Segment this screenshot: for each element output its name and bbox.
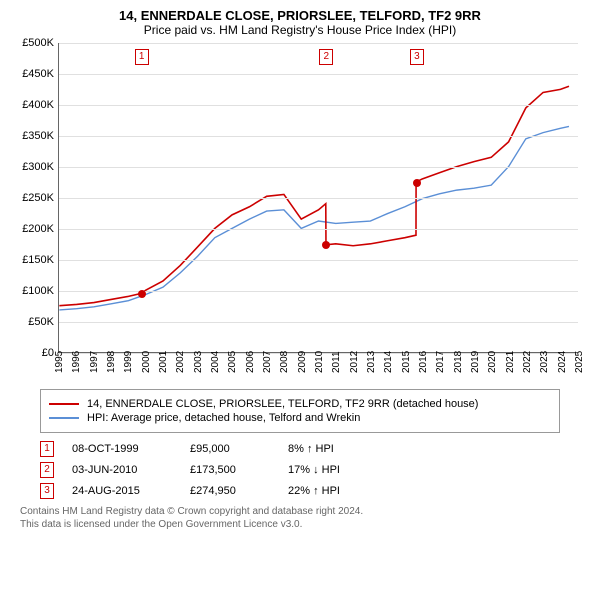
y-tick-label: £250K: [8, 192, 54, 204]
gridline: [59, 136, 578, 137]
event-row: 3 24-AUG-2015 £274,950 22% ↑ HPI: [40, 483, 560, 499]
legend-item: HPI: Average price, detached house, Telf…: [49, 412, 551, 424]
y-tick-label: £500K: [8, 37, 54, 49]
event-price: £95,000: [190, 443, 270, 455]
x-tick-label: 2025: [574, 351, 598, 373]
event-delta: 22% ↑ HPI: [288, 485, 388, 497]
event-date: 24-AUG-2015: [72, 485, 172, 497]
plot-region: 1 2 3: [58, 43, 578, 353]
gridline: [59, 291, 578, 292]
gridline: [59, 198, 578, 199]
events-table: 1 08-OCT-1999 £95,000 8% ↑ HPI 2 03-JUN-2010 £…: [40, 441, 560, 499]
y-tick-label: £0: [8, 347, 54, 359]
y-tick-label: £200K: [8, 223, 54, 235]
event-marker-box: 2: [319, 49, 333, 65]
title-address: 14, ENNERDALE CLOSE, PRIORSLEE, TELFORD,…: [8, 8, 592, 23]
y-tick-label: £350K: [8, 130, 54, 142]
legend-swatch: [49, 403, 79, 405]
gridline: [59, 43, 578, 44]
footer-attribution: Contains HM Land Registry data © Crown c…: [20, 505, 580, 531]
event-date: 08-OCT-1999: [72, 443, 172, 455]
y-tick-label: £50K: [8, 316, 54, 328]
event-row: 2 03-JUN-2010 £173,500 17% ↓ HPI: [40, 462, 560, 478]
gridline: [59, 229, 578, 230]
event-delta: 8% ↑ HPI: [288, 443, 388, 455]
event-date: 03-JUN-2010: [72, 464, 172, 476]
gridline: [59, 105, 578, 106]
event-price: £274,950: [190, 485, 270, 497]
event-marker-box: 3: [410, 49, 424, 65]
title-subtitle: Price paid vs. HM Land Registry's House …: [8, 23, 592, 37]
y-tick-label: £300K: [8, 161, 54, 173]
y-tick-label: £450K: [8, 68, 54, 80]
legend-label: HPI: Average price, detached house, Telf…: [87, 412, 360, 424]
gridline: [59, 322, 578, 323]
gridline: [59, 167, 578, 168]
legend-item: 14, ENNERDALE CLOSE, PRIORSLEE, TELFORD,…: [49, 398, 551, 410]
event-id-box: 3: [40, 483, 54, 499]
event-id-box: 1: [40, 441, 54, 457]
legend: 14, ENNERDALE CLOSE, PRIORSLEE, TELFORD,…: [40, 389, 560, 433]
chart-area: 123 199519961997199819992000200120022003…: [8, 43, 592, 383]
legend-swatch: [49, 417, 79, 419]
event-delta: 17% ↓ HPI: [288, 464, 388, 476]
event-id-box: 2: [40, 462, 54, 478]
footer-line2: This data is licensed under the Open Gov…: [20, 518, 580, 531]
event-marker-dot: [413, 179, 421, 187]
legend-label: 14, ENNERDALE CLOSE, PRIORSLEE, TELFORD,…: [87, 398, 478, 410]
event-marker-dot: [138, 290, 146, 298]
y-tick-label: £150K: [8, 254, 54, 266]
event-row: 1 08-OCT-1999 £95,000 8% ↑ HPI: [40, 441, 560, 457]
y-tick-label: £400K: [8, 99, 54, 111]
footer-line1: Contains HM Land Registry data © Crown c…: [20, 505, 580, 518]
chart-container: 14, ENNERDALE CLOSE, PRIORSLEE, TELFORD,…: [0, 0, 600, 590]
event-price: £173,500: [190, 464, 270, 476]
event-marker-box: 1: [135, 49, 149, 65]
gridline: [59, 260, 578, 261]
y-tick-label: £100K: [8, 285, 54, 297]
title-block: 14, ENNERDALE CLOSE, PRIORSLEE, TELFORD,…: [8, 8, 592, 37]
series-hpi: [59, 126, 569, 310]
series-price_paid: [59, 86, 569, 305]
event-marker-dot: [322, 241, 330, 249]
gridline: [59, 74, 578, 75]
